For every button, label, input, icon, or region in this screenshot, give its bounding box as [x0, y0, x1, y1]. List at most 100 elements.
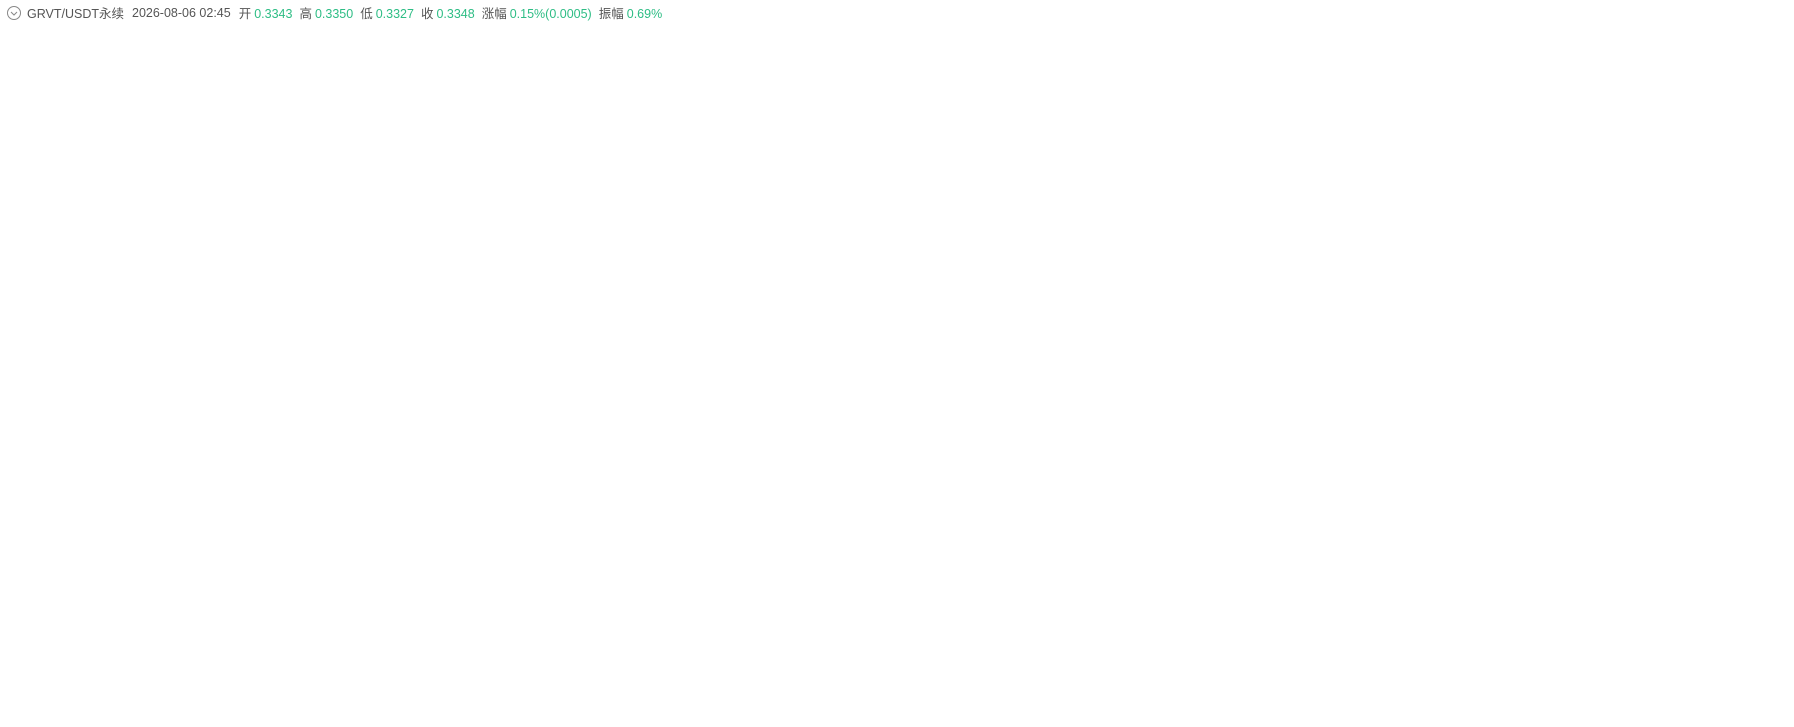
- y-tick-label: 0.3350: [1744, 149, 1781, 163]
- candle-body: [781, 611, 791, 616]
- candle-body: [1103, 224, 1112, 308]
- candle-body: [222, 572, 231, 591]
- last-price-label: 0.3348: [1743, 150, 1780, 164]
- header-label: 高: [299, 7, 312, 21]
- x-tick-label: 06:00: [295, 704, 325, 718]
- candle-body: [901, 614, 910, 619]
- candle-body: [496, 571, 505, 585]
- candle-body: [972, 591, 981, 610]
- candle-body: [1365, 138, 1374, 158]
- candle-body: [43, 571, 52, 575]
- candle-body: [1234, 186, 1243, 214]
- candle-body: [174, 549, 183, 572]
- candle-body: [400, 538, 410, 546]
- candle-body: [198, 585, 207, 588]
- y-tick-label: 0.3550: [1744, 23, 1781, 37]
- candle-body: [1067, 175, 1077, 270]
- candle-body: [1270, 244, 1279, 282]
- candle-body: [865, 611, 874, 616]
- y-tick-label: 0.3300: [1744, 180, 1781, 194]
- candle-body: [1043, 354, 1053, 607]
- candle-body: [722, 618, 731, 623]
- collapse-icon[interactable]: [6, 5, 22, 21]
- candle-body: [472, 570, 481, 578]
- x-tick-label: 12:00: [1581, 704, 1611, 718]
- candle-body: [507, 584, 517, 609]
- candle-body: [948, 605, 957, 612]
- candle-body: [1341, 194, 1351, 251]
- header-label: 收: [420, 7, 434, 21]
- candle-body: [853, 611, 862, 616]
- candle-body: [448, 570, 457, 578]
- header-value: 0.15%(0.0005): [509, 7, 592, 21]
- candle-body: [543, 576, 553, 588]
- candle-body: [365, 585, 374, 592]
- header-label: 振幅: [598, 7, 624, 21]
- candle-body: [710, 615, 719, 619]
- candle-body: [1329, 250, 1339, 283]
- candle-body: [1246, 186, 1255, 201]
- candle-body: [1091, 224, 1100, 231]
- candle-body: [114, 596, 124, 619]
- candle-body: [150, 562, 160, 585]
- candle-body: [627, 583, 636, 597]
- candle-body: [91, 609, 100, 626]
- candle-body: [793, 611, 803, 617]
- annotation: 0.3520: [1083, 42, 1120, 56]
- y-tick-label: 0.2850: [1744, 463, 1781, 477]
- y-tick-label: 0.3400: [1744, 117, 1781, 131]
- candle-body: [841, 611, 850, 624]
- candle-body: [615, 596, 624, 623]
- y-tick-label: 0.3050: [1744, 337, 1781, 351]
- symbol[interactable]: GRVT/USDT永续: [27, 7, 124, 21]
- candle-body: [388, 538, 398, 550]
- y-tick-label: 0.2650: [1744, 589, 1781, 603]
- y-tick-label: 0.3250: [1744, 212, 1781, 226]
- header-value: 0.3348: [436, 7, 475, 21]
- candle-body: [936, 611, 946, 618]
- y-tick-label: 0.2500: [1744, 683, 1781, 697]
- candle-body: [257, 576, 267, 584]
- candle-body: [186, 571, 195, 588]
- header-value: 0.3350: [314, 7, 354, 21]
- candle-body: [424, 535, 433, 553]
- candle-body: [1210, 137, 1220, 195]
- candle-body: [126, 596, 136, 604]
- candle-body: [662, 586, 672, 592]
- candle-body: [817, 618, 826, 623]
- y-tick-label: 0.2700: [1744, 558, 1781, 572]
- candle-body: [79, 568, 88, 610]
- y-tick-label: 0.2600: [1744, 620, 1781, 634]
- y-tick-label: 0.3500: [1744, 54, 1781, 68]
- x-tick-label: 8月4: [154, 704, 180, 718]
- y-tick-label: 0.3000: [1744, 369, 1781, 383]
- candle-body: [1198, 113, 1208, 138]
- x-tick-label: 18:00: [1152, 704, 1182, 718]
- candle-body: [650, 586, 660, 591]
- candle-body: [138, 584, 148, 604]
- candle-body: [686, 580, 695, 604]
- y-tick-label: 0.3200: [1744, 243, 1781, 257]
- candle-body: [1055, 269, 1065, 355]
- candle-body: [1139, 74, 1148, 168]
- candle-body: [1317, 282, 1327, 309]
- tool-button[interactable]: 筹: [1756, 706, 1768, 720]
- candle-body: [770, 615, 779, 619]
- tool-button[interactable]: 爆: [1778, 706, 1790, 720]
- candle-body: [484, 571, 493, 578]
- x-tick-label: 8月6: [1297, 704, 1323, 718]
- candle-body: [877, 583, 886, 612]
- candle-body: [103, 618, 112, 626]
- x-tick-label: 06:00: [866, 704, 896, 718]
- candle-body: [1163, 174, 1172, 195]
- last-price-tag: [1733, 148, 1790, 167]
- candle-body: [281, 591, 291, 600]
- candle-body: [317, 576, 326, 590]
- candle-body: [1115, 225, 1124, 308]
- candle-body: [698, 603, 707, 616]
- annotation-arrow: [1123, 46, 1139, 54]
- candle-body: [376, 549, 386, 586]
- candle-body: [162, 549, 171, 563]
